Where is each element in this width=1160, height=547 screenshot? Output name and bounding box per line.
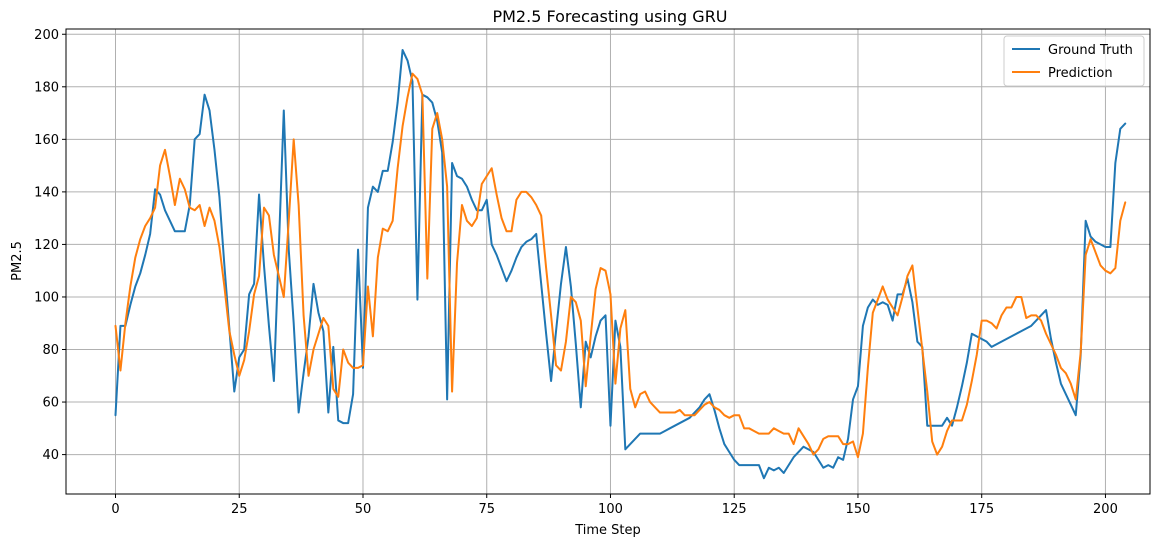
y-axis-label: PM2.5 [10, 241, 25, 281]
legend-label-ground-truth: Ground Truth [1048, 43, 1133, 58]
x-tick-label: 0 [111, 502, 119, 517]
y-tick-label: 200 [34, 28, 59, 43]
plot-border [65, 28, 1151, 495]
y-tick-label: 80 [42, 343, 59, 358]
x-tick-label: 25 [231, 502, 248, 517]
x-tick-label: 125 [722, 502, 747, 517]
legend: Ground Truth Prediction [1003, 35, 1145, 87]
x-tick-label: 200 [1093, 502, 1118, 517]
x-tick-label: 150 [846, 502, 871, 517]
y-tick-label: 40 [42, 448, 59, 463]
y-tick-label: 160 [34, 133, 59, 148]
y-tick-label: 60 [42, 396, 59, 411]
y-tick-label: 100 [34, 290, 59, 305]
y-tick-label: 140 [34, 185, 59, 200]
series-line-prediction [114, 72, 1127, 459]
legend-label-prediction: Prediction [1048, 66, 1113, 81]
x-tick-label: 75 [478, 502, 495, 517]
x-axis-label: Time Step [574, 523, 641, 538]
y-tick-label: 120 [34, 238, 59, 253]
y-axis-ticks: 40 60 80 100 120 140 160 180 200 [34, 28, 66, 463]
x-tick-label: 100 [598, 502, 623, 517]
x-tick-label: 175 [969, 502, 994, 517]
y-tick-label: 180 [34, 80, 59, 95]
x-tick-label: 50 [355, 502, 372, 517]
plot-area [66, 29, 1150, 494]
series-line-ground-truth [114, 49, 1127, 480]
series-layer [114, 49, 1127, 480]
x-axis-ticks: 0 25 50 75 100 125 150 175 200 [111, 494, 1118, 517]
chart-title: PM2.5 Forecasting using GRU [492, 7, 727, 26]
